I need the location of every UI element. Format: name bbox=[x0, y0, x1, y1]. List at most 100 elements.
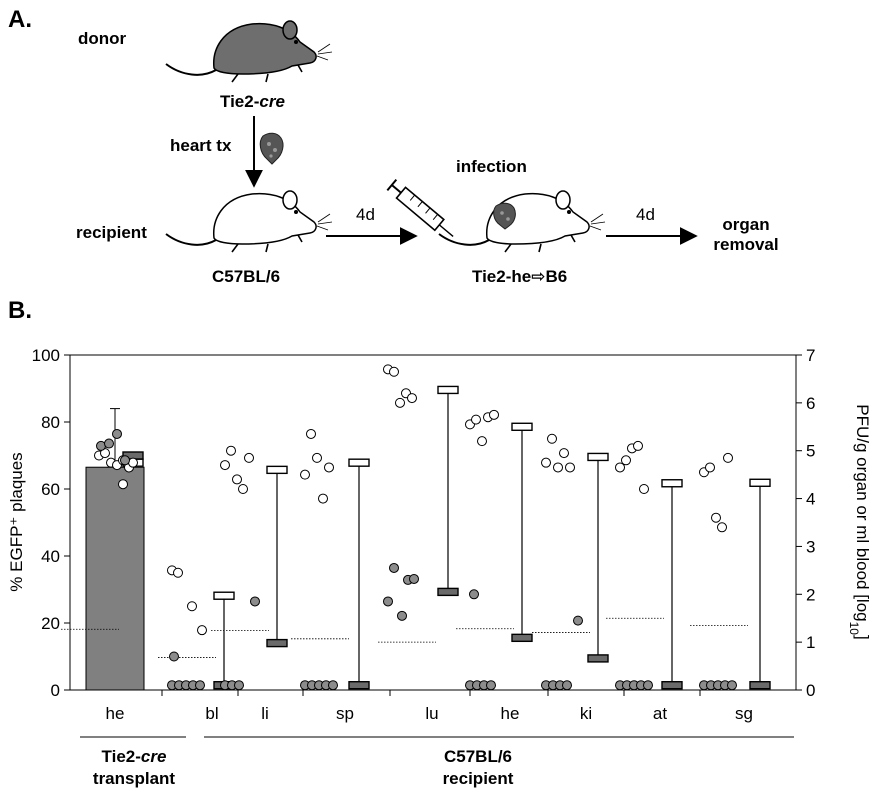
panel-a: A. donor Tie2-cre heart tx recipient C57… bbox=[8, 6, 779, 286]
plot-frame bbox=[69, 354, 797, 691]
bar bbox=[85, 466, 145, 691]
chimera-mouse-icon bbox=[438, 190, 606, 253]
donor-strain: Tie2-cre bbox=[220, 92, 285, 111]
egfp-pfu-point bbox=[397, 610, 407, 621]
total-pfu-point bbox=[407, 393, 417, 404]
y-tick-label: 40 bbox=[41, 547, 60, 566]
x-tick-label: sp bbox=[336, 704, 354, 723]
total-pfu-point bbox=[541, 457, 551, 468]
total-pfu-point bbox=[705, 462, 715, 473]
total-pfu-point bbox=[318, 493, 328, 504]
chart-marks bbox=[61, 364, 771, 691]
total-pfu-point bbox=[615, 462, 625, 473]
x-tick-label: lu bbox=[425, 704, 438, 723]
group-2-line-2: recipient bbox=[443, 769, 514, 788]
total-pfu-point bbox=[395, 397, 405, 408]
y2-axis-label: PFU/g organ or ml blood [log10] bbox=[847, 404, 872, 639]
y-tick-label: 100 bbox=[32, 346, 60, 365]
total-pfu-point bbox=[389, 366, 399, 377]
x-tick-label: he bbox=[501, 704, 520, 723]
egfp-pfu-point bbox=[112, 428, 122, 439]
egfp-pfu-below-limit-point bbox=[643, 680, 653, 691]
panel-b-label: B. bbox=[8, 297, 32, 324]
bars bbox=[85, 408, 145, 691]
transplanted-heart-icon bbox=[493, 202, 516, 230]
y2-tick-label: 0 bbox=[806, 681, 815, 700]
egfp-pfu-below-limit-point bbox=[195, 680, 205, 691]
egfp-pfu-below-limit-point bbox=[727, 680, 737, 691]
total-pfu-point bbox=[220, 460, 230, 471]
egfp-pfu-point bbox=[383, 596, 393, 607]
recipient-strain: C57BL/6 bbox=[212, 267, 280, 286]
panel-a-label: A. bbox=[8, 6, 32, 33]
y-tick-label: 80 bbox=[41, 413, 60, 432]
total-pfu-point bbox=[711, 512, 721, 523]
y2-tick-label: 4 bbox=[806, 490, 815, 509]
median-total-marker bbox=[266, 465, 288, 475]
recipient-label: recipient bbox=[76, 223, 147, 242]
total-pfu-point bbox=[232, 474, 242, 485]
y-tick-label: 60 bbox=[41, 480, 60, 499]
chart: 0 20 40 60 80 100 0 1 2 3 4 5 6 7 he bl li sp lu he ki at sg %… bbox=[7, 346, 872, 723]
median-egfp-marker bbox=[437, 587, 459, 597]
egfp-pfu-point bbox=[120, 455, 130, 466]
total-pfu-point bbox=[226, 445, 236, 456]
infection-label: infection bbox=[456, 157, 527, 176]
group-1-caption: Tie2-cre transplant bbox=[80, 736, 186, 788]
median-egfp-marker bbox=[587, 654, 609, 663]
x-tick-label: sg bbox=[735, 704, 753, 723]
median-total-marker bbox=[437, 385, 459, 395]
x-tick-label: ki bbox=[580, 704, 592, 723]
donor-label: donor bbox=[78, 29, 127, 48]
y-tick-label: 20 bbox=[41, 614, 60, 633]
egfp-pfu-point bbox=[409, 573, 419, 584]
total-pfu-point bbox=[118, 479, 128, 490]
egfp-pfu-point bbox=[169, 651, 179, 662]
group-1-line-2: transplant bbox=[93, 769, 176, 788]
interval-1-label: 4d bbox=[356, 205, 375, 224]
total-pfu-point bbox=[477, 436, 487, 447]
total-pfu-point bbox=[633, 440, 643, 451]
total-pfu-point bbox=[324, 462, 334, 473]
total-pfu-point bbox=[300, 469, 310, 480]
median-total-marker bbox=[749, 478, 771, 487]
syringe-icon bbox=[386, 178, 454, 237]
median-egfp-marker bbox=[511, 633, 533, 643]
total-pfu-point bbox=[173, 567, 183, 578]
panel-b: B. 0 20 40 60 80 100 0 1 2 3 4 5 6 7 he bl li sp lu he ki at s… bbox=[7, 297, 872, 788]
egfp-pfu-point bbox=[389, 562, 399, 573]
y-tick-label: 0 bbox=[51, 681, 60, 700]
heart-transplant-label: heart tx bbox=[170, 136, 232, 155]
total-pfu-point bbox=[187, 601, 197, 612]
total-pfu-point bbox=[244, 452, 254, 463]
y2-tick-label: 3 bbox=[806, 537, 815, 556]
total-pfu-point bbox=[559, 448, 569, 459]
interval-2-label: 4d bbox=[636, 205, 655, 224]
total-pfu-point bbox=[238, 484, 248, 494]
total-pfu-point bbox=[723, 452, 733, 463]
total-pfu-point bbox=[565, 462, 575, 473]
egfp-pfu-point bbox=[469, 589, 479, 600]
total-pfu-point bbox=[639, 484, 649, 494]
egfp-pfu-below-limit-point bbox=[328, 680, 338, 691]
total-pfu-point bbox=[471, 414, 481, 425]
median-egfp-marker bbox=[266, 638, 288, 648]
heart-icon bbox=[259, 132, 284, 165]
recipient-mouse-icon bbox=[165, 190, 333, 253]
y2-tick-label: 7 bbox=[806, 346, 815, 365]
egfp-pfu-below-limit-point bbox=[562, 680, 572, 691]
total-pfu-point bbox=[489, 409, 499, 420]
y2-tick-label: 2 bbox=[806, 585, 815, 604]
outcome-line-2: removal bbox=[713, 235, 778, 254]
egfp-pfu-below-limit-point bbox=[486, 680, 496, 691]
group-2-line-1: C57BL/6 bbox=[444, 747, 512, 766]
y2-tick-label: 1 bbox=[806, 633, 815, 652]
group-2-caption: C57BL/6 recipient bbox=[204, 736, 794, 788]
x-tick-label: bl bbox=[205, 704, 218, 723]
total-pfu-point bbox=[312, 452, 322, 463]
median-egfp-marker bbox=[661, 681, 683, 690]
median-egfp-marker bbox=[749, 681, 771, 690]
chimera-label: Tie2-he⇨B6 bbox=[472, 267, 567, 286]
total-pfu-point bbox=[197, 625, 207, 636]
